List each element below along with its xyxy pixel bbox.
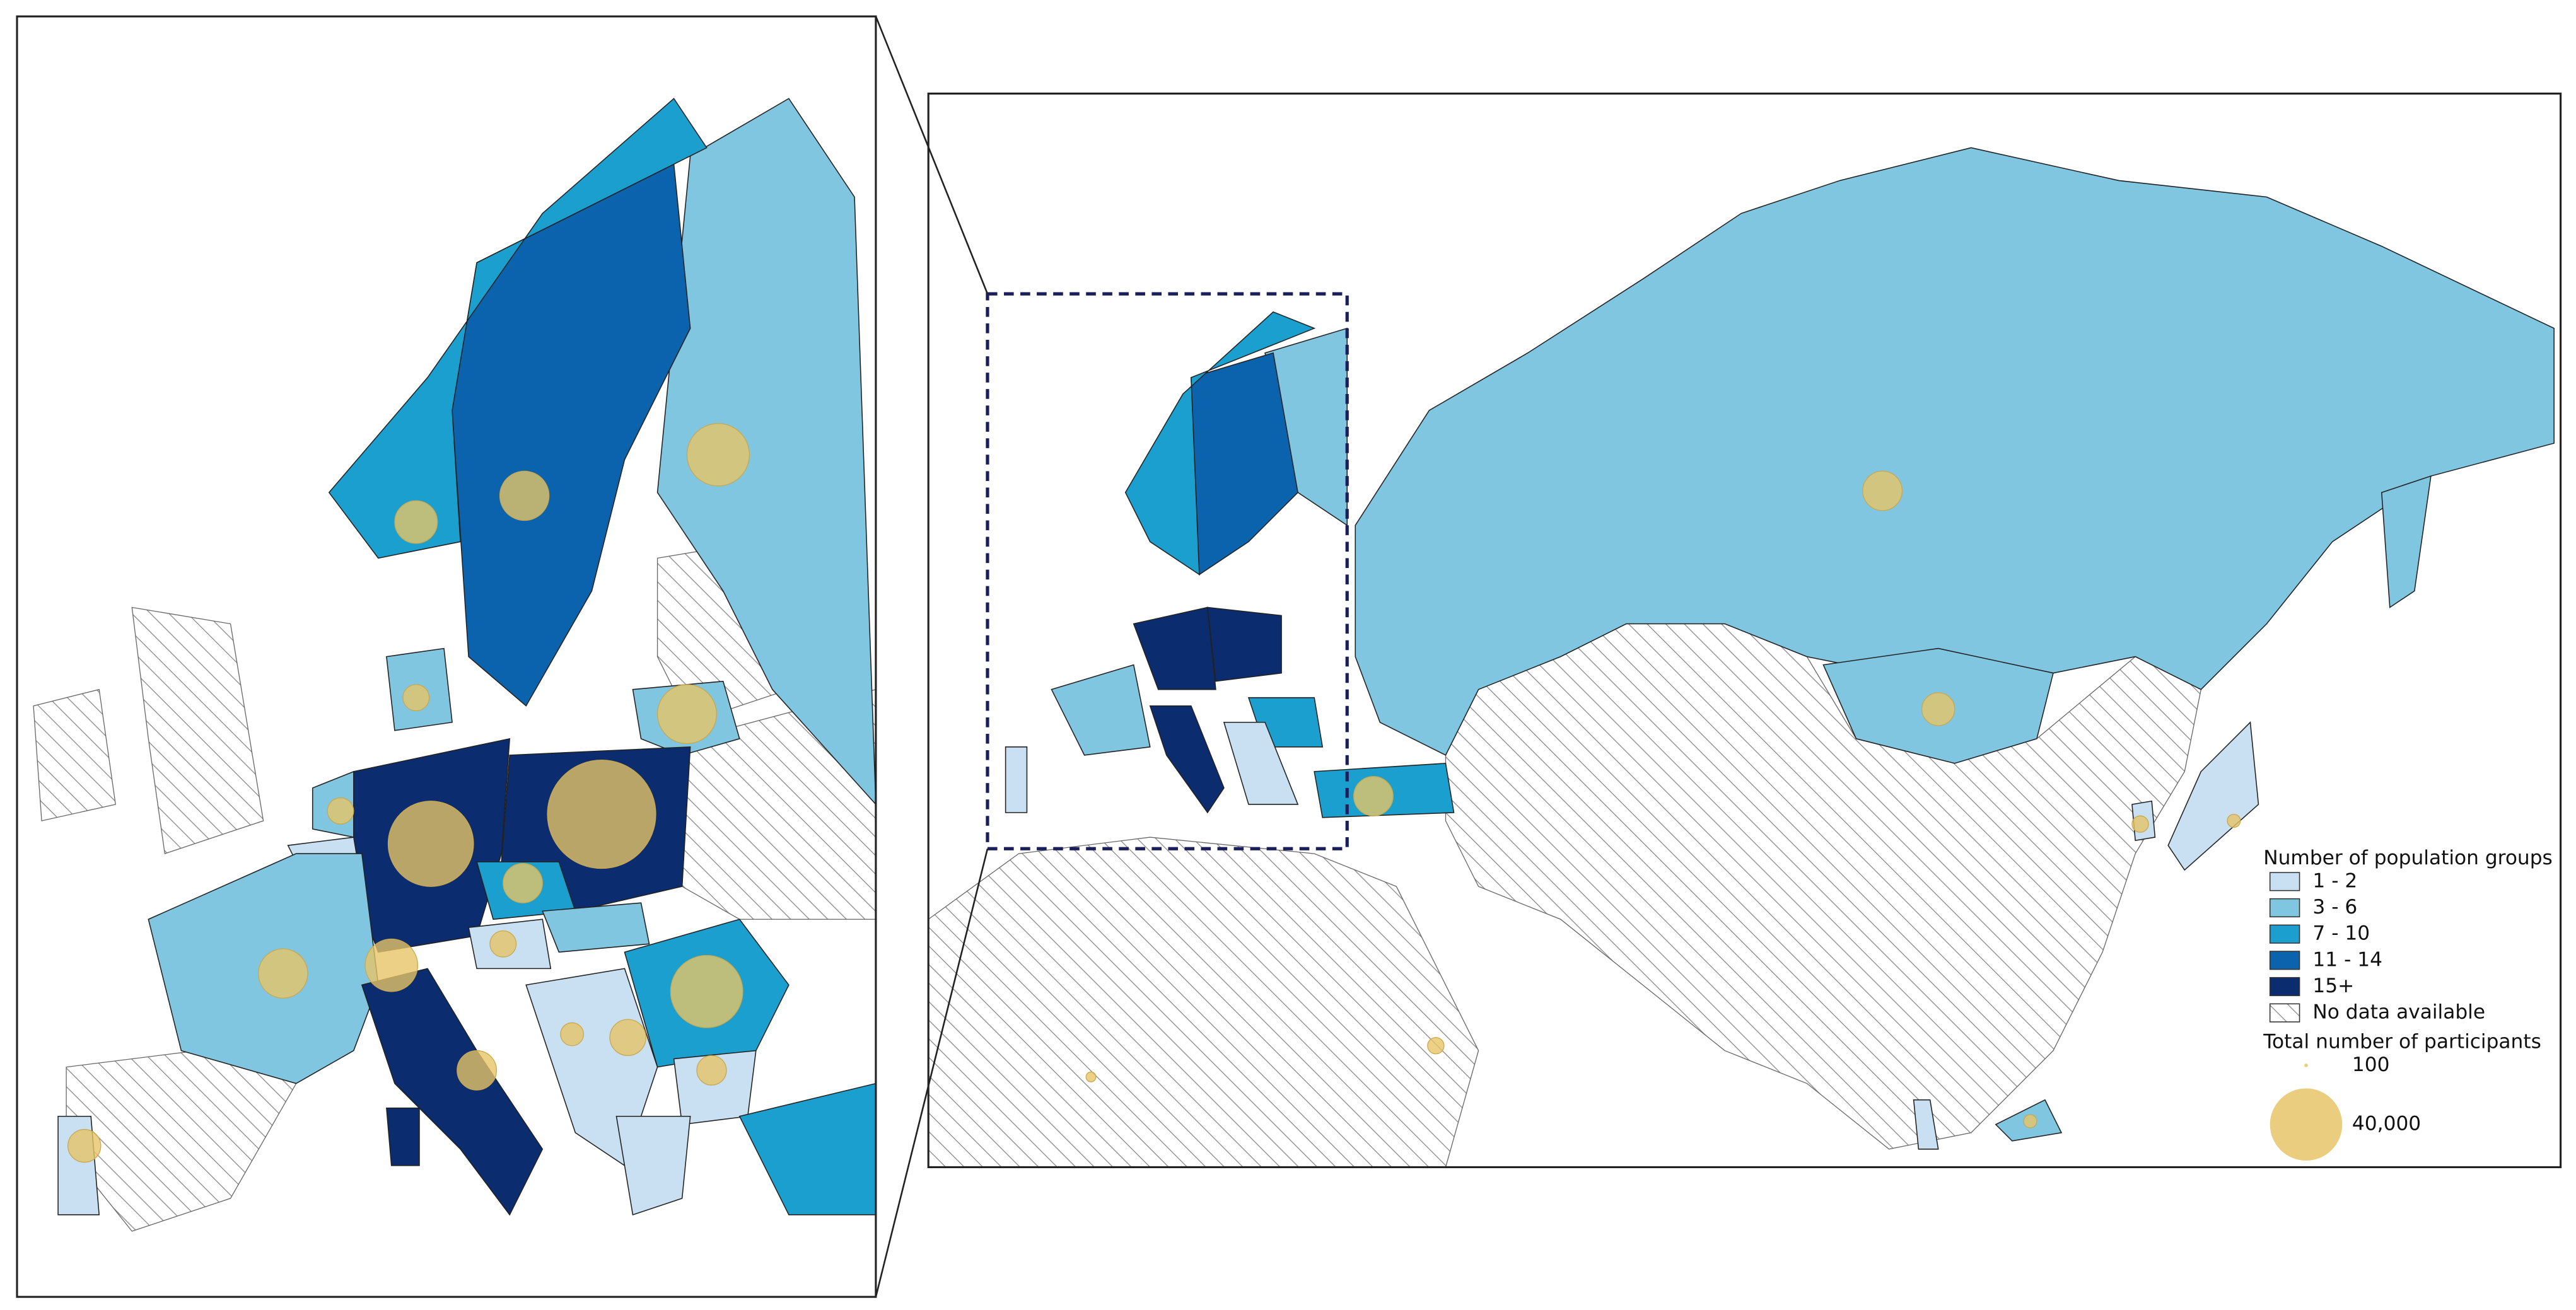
legend-swatch <box>2269 1003 2300 1023</box>
size-label: 40,000 <box>2352 1113 2421 1135</box>
region <box>1913 1099 1939 1150</box>
participant-bubble <box>670 954 743 1028</box>
region <box>1223 721 1299 805</box>
participant-bubble <box>1353 776 1394 816</box>
participant-bubble <box>327 797 354 825</box>
participant-bubble <box>609 1019 646 1057</box>
size-key <box>2270 1088 2343 1161</box>
participant-bubble <box>394 500 438 544</box>
legend-title: Total number of participants <box>2263 1031 2541 1053</box>
participant-bubble <box>1085 1071 1097 1082</box>
region <box>1445 623 2202 1150</box>
legend-label: 3 - 6 <box>2312 896 2357 919</box>
participant-bubble <box>402 684 430 712</box>
participant-bubble <box>696 1055 727 1086</box>
size-key <box>2304 1064 2308 1067</box>
participant-bubble <box>560 1022 585 1046</box>
legend-swatch <box>2269 872 2300 891</box>
connector <box>875 16 989 294</box>
legend-swatch <box>2269 924 2300 944</box>
participant-bubble <box>656 684 717 745</box>
region <box>328 98 708 559</box>
legend-swatch <box>2269 977 2300 997</box>
legend-label: 11 - 14 <box>2312 948 2382 971</box>
connector <box>875 848 989 1297</box>
legend: Number of population groups 1 - 2 3 - 6 7 … <box>2250 840 2560 1162</box>
region <box>1149 705 1225 814</box>
bubbles <box>67 423 750 1163</box>
region <box>1124 311 1316 576</box>
bubbles <box>1085 470 2241 1128</box>
legend-label: 15+ <box>2312 975 2354 997</box>
region <box>452 163 691 707</box>
inset-frame <box>16 15 877 1298</box>
region <box>615 1115 691 1215</box>
legend-swatch <box>2269 898 2300 918</box>
region <box>656 98 876 806</box>
region <box>2381 475 2432 608</box>
inset-extent <box>986 292 1349 850</box>
participant-bubble <box>457 1050 498 1091</box>
region <box>1133 606 1216 690</box>
participant-bubble <box>2023 1114 2037 1128</box>
legend-swatch <box>2269 951 2300 970</box>
participant-bubble <box>503 863 543 903</box>
participant-bubble <box>499 470 550 521</box>
participant-bubble <box>258 948 308 999</box>
participant-bubble <box>2227 813 2241 828</box>
legend-label: 7 - 10 <box>2312 922 2370 945</box>
participant-bubble <box>1921 692 1955 726</box>
region <box>928 837 1479 1168</box>
region <box>542 902 650 953</box>
legend-title: Number of population groups <box>2263 847 2553 869</box>
participant-bubble <box>1862 470 1903 511</box>
participant-bubble <box>489 930 517 958</box>
europe-inset <box>33 98 876 1232</box>
region <box>1005 746 1028 813</box>
participant-bubble <box>2131 815 2149 833</box>
region <box>386 1107 420 1166</box>
region <box>66 1050 297 1232</box>
region <box>33 688 116 821</box>
overview-frame <box>927 92 2562 1169</box>
participant-bubble <box>364 938 419 992</box>
legend-label: 1 - 2 <box>2312 869 2357 892</box>
size-label: 100 <box>2352 1053 2390 1076</box>
legend-label: No data available <box>2312 1001 2485 1024</box>
participant-bubble <box>67 1128 102 1163</box>
participant-bubble <box>686 423 750 487</box>
region <box>1207 606 1282 682</box>
participant-bubble <box>547 760 656 869</box>
participant-bubble <box>387 801 474 887</box>
region <box>131 606 264 854</box>
region <box>1051 664 1151 756</box>
region <box>2167 721 2259 871</box>
region <box>738 1082 876 1215</box>
region <box>1355 147 2555 756</box>
eurasia-map <box>928 147 2555 1168</box>
participant-bubble <box>1427 1037 1445 1055</box>
region <box>361 968 544 1216</box>
